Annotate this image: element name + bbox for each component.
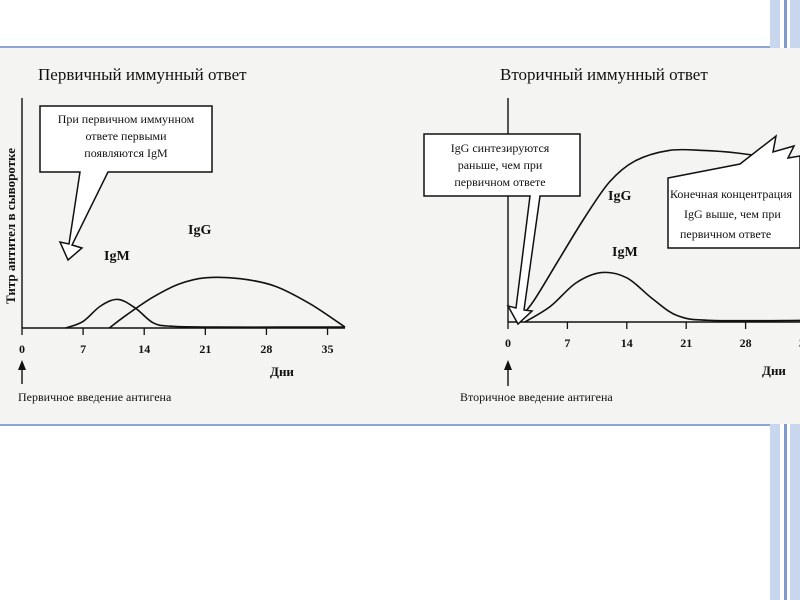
- left-callout-line-1: При первичном иммунном: [58, 112, 195, 126]
- right-callout-1-line-2: раньше, чем при: [458, 158, 543, 172]
- left-igm-label: IgM: [104, 249, 130, 264]
- right-igg-curve: [515, 148, 800, 323]
- left-x-axis-label: Дни: [270, 364, 294, 379]
- slide-top-rule: [0, 46, 770, 48]
- x-tick-label: 35: [322, 342, 334, 356]
- right-marker-label: Вторичное введение антигена: [460, 390, 613, 404]
- right-igg-label: IgG: [608, 189, 631, 204]
- x-tick-label: 21: [680, 336, 692, 350]
- left-igg-curve: [108, 276, 346, 329]
- slide-bottom-rule: [0, 424, 770, 426]
- right-callout-2-line-2: IgG выше, чем при: [684, 207, 781, 221]
- x-tick-label: 14: [138, 342, 150, 356]
- x-tick-label: 28: [740, 336, 752, 350]
- right-callout-1: IgG синтезируются раньше, чем при первич…: [423, 133, 581, 326]
- right-igm-curve: [524, 271, 800, 323]
- x-tick-label: 7: [80, 342, 86, 356]
- right-chart-title: Вторичный иммунный ответ: [500, 65, 708, 84]
- right-callout-1-line-1: IgG синтезируются: [451, 141, 550, 155]
- left-y-axis-label: Титр антител в сыворотке: [3, 148, 18, 304]
- right-callout-2: Конечная концентрация IgG выше, чем при …: [667, 134, 800, 249]
- x-tick-label: 28: [260, 342, 272, 356]
- x-tick-label: 7: [564, 336, 570, 350]
- x-tick-label: 21: [199, 342, 211, 356]
- x-tick-label: 0: [19, 342, 25, 356]
- left-chart-title: Первичный иммунный ответ: [38, 65, 247, 84]
- right-callout-2-line-1: Конечная концентрация: [670, 187, 793, 201]
- left-x-ticks: 0 7 14 21 28 35: [19, 328, 334, 356]
- left-callout-line-3: появляются IgM: [84, 146, 168, 160]
- right-marker-arrow: [504, 360, 512, 386]
- figure-svg: Первичный иммунный ответ Титр антител в …: [3, 65, 800, 404]
- right-x-axis-label: Дни: [762, 363, 786, 378]
- right-callout-2-line-3: первичном ответе: [680, 227, 771, 241]
- left-marker-label: Первичное введение антигена: [18, 390, 172, 404]
- x-tick-label: 0: [505, 336, 511, 350]
- left-callout-shape: [39, 105, 213, 262]
- left-marker-arrow: [18, 360, 26, 384]
- left-callout-line-2: ответе первыми: [85, 129, 167, 143]
- x-tick-label: 14: [621, 336, 633, 350]
- left-igg-label: IgG: [188, 223, 211, 238]
- left-igm-curve: [65, 298, 345, 329]
- left-callout: При первичном иммунном ответе первыми по…: [39, 105, 213, 262]
- right-callout-2-shape: [667, 134, 800, 249]
- antibody-response-figure: Первичный иммунный ответ Титр антител в …: [0, 48, 800, 424]
- right-callout-1-shape: [423, 133, 581, 326]
- right-callout-1-line-3: первичном ответе: [454, 175, 545, 189]
- right-igm-label: IgM: [612, 245, 638, 260]
